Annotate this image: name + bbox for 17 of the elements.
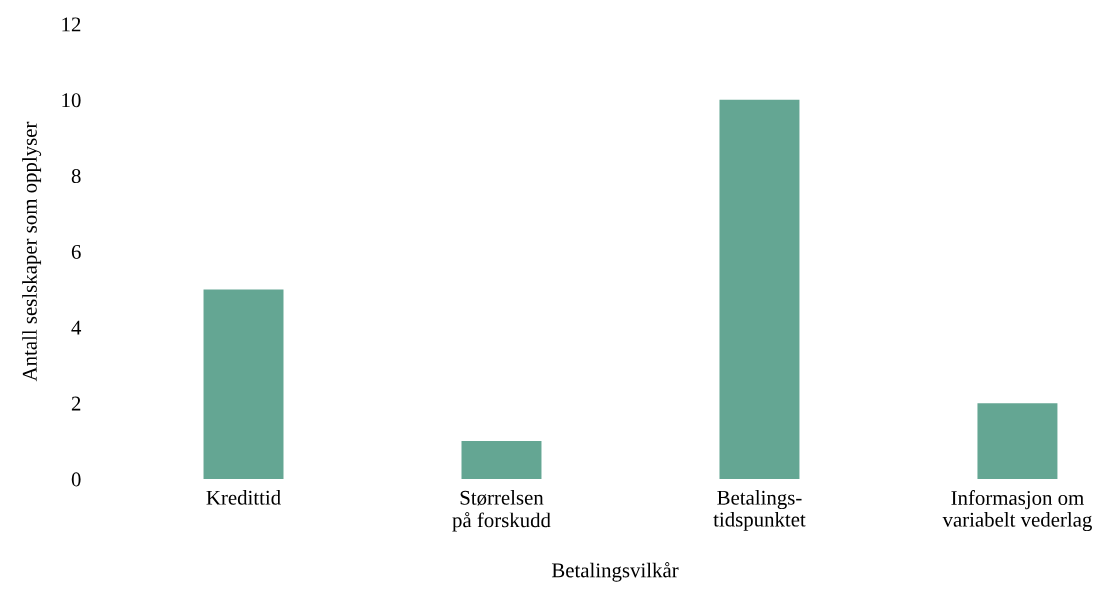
y-tick-label: 6 xyxy=(71,244,81,259)
y-axis-title: Antall seslskaper som opplyser xyxy=(22,121,42,382)
x-axis-title: Betalingsvilkår xyxy=(551,562,679,582)
y-tick-label: 12 xyxy=(62,17,81,32)
y-tick-label: 0 xyxy=(71,472,81,487)
y-tick-label: 8 xyxy=(71,169,81,184)
bar xyxy=(977,403,1058,479)
x-tick-label: Betalings- tidspunktet xyxy=(713,490,806,531)
y-tick-label: 10 xyxy=(62,93,81,108)
bar xyxy=(719,99,800,479)
y-tick-label: 4 xyxy=(71,320,82,335)
y-tick-label: 2 xyxy=(71,396,81,411)
bar xyxy=(461,441,542,479)
x-tick-label: Størrelsen på forskudd xyxy=(452,490,551,532)
x-tick-label: Informasjon om variabelt vederlag xyxy=(942,490,1092,532)
x-tick-label: Kredittid xyxy=(206,490,281,505)
bar xyxy=(203,289,284,479)
